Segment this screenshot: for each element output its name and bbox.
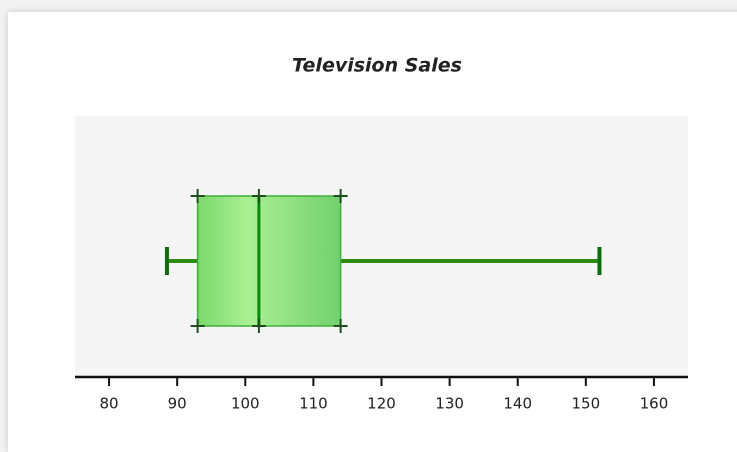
x-tick-label: 90 (168, 395, 187, 413)
chart-title: Television Sales (292, 55, 462, 77)
corner-cross (190, 319, 205, 333)
corner-cross (333, 189, 348, 203)
x-tick-label: 80 (100, 395, 119, 413)
corner-cross (333, 319, 348, 333)
corner-cross (251, 189, 266, 203)
x-tick-label: 110 (299, 395, 328, 413)
corner-cross (251, 319, 266, 333)
box (196, 195, 342, 327)
x-tick-label: 160 (640, 395, 669, 413)
x-tick-label: 130 (435, 395, 464, 413)
x-tick-label: 140 (503, 395, 532, 413)
x-tick-label: 150 (572, 395, 601, 413)
corner-cross (190, 189, 205, 203)
x-tick-label: 120 (367, 395, 396, 413)
x-tick-label: 100 (231, 395, 260, 413)
plot-area (75, 116, 688, 376)
